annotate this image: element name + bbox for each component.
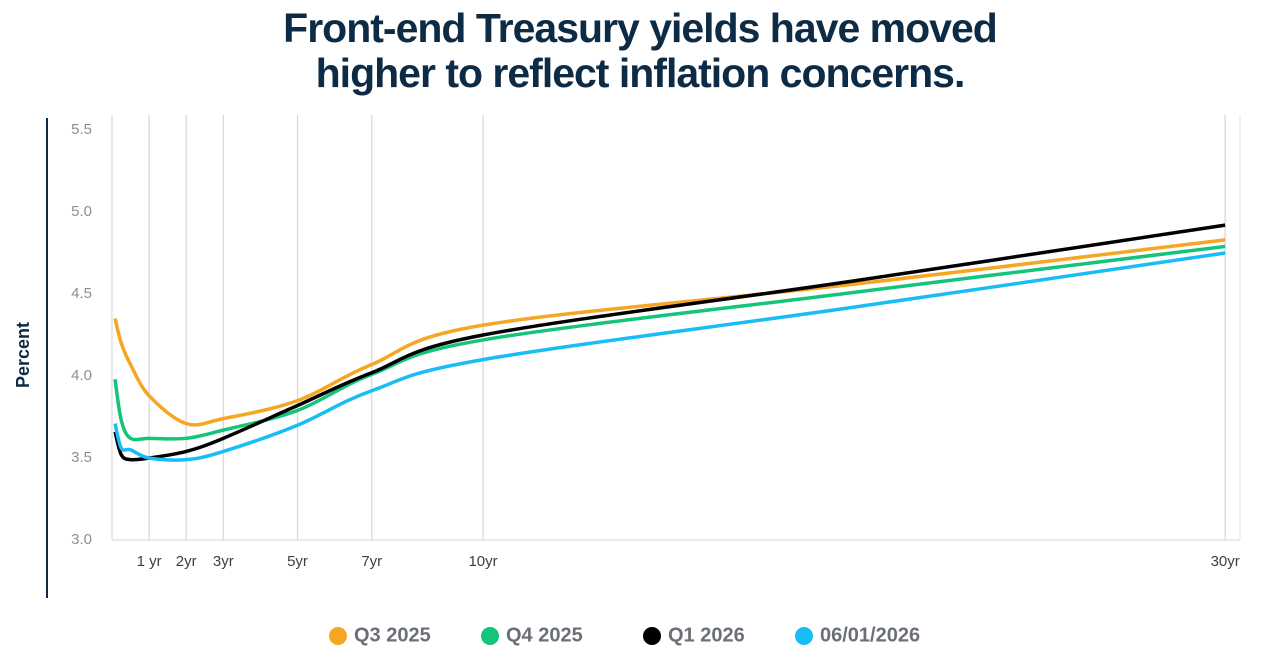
legend-marker [329,627,347,645]
chart-title: higher to reflect inflation concerns. [316,50,965,96]
x-tick-label: 30yr [1211,553,1240,570]
x-tick-label: 7yr [361,553,382,570]
legend-label: Q4 2025 [506,624,583,646]
legend-marker [643,627,661,645]
chart-title: Front-end Treasury yields have moved [283,5,997,51]
legend-label: 06/01/2026 [820,624,920,646]
y-tick-label: 5.0 [71,203,92,220]
x-tick-label: 1 yr [137,553,162,570]
y-tick-label: 4.0 [71,367,92,384]
legend-marker [481,627,499,645]
series-line [113,244,1226,442]
series-line [113,238,1226,427]
y-tick-label: 5.5 [71,121,92,138]
y-axis-label: Percent [13,322,33,388]
legend-label: Q1 2026 [668,624,745,646]
series-line [113,223,1226,462]
x-tick-label: 2yr [176,553,197,570]
series-line [113,251,1226,462]
x-tick-label: 10yr [468,553,497,570]
y-tick-label: 4.5 [71,285,92,302]
legend-marker [795,627,813,645]
y-tick-label: 3.0 [71,531,92,548]
legend-label: Q3 2025 [354,624,431,646]
x-tick-label: 5yr [287,553,308,570]
y-tick-label: 3.5 [71,449,92,466]
x-tick-label: 3yr [213,553,234,570]
